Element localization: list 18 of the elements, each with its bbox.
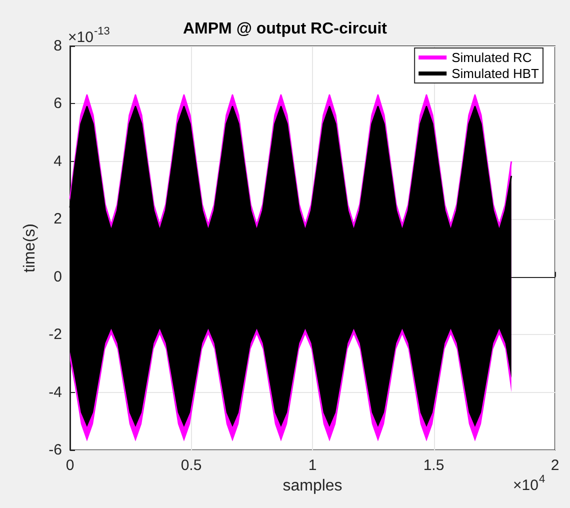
- x-tick-label: 1.5: [423, 457, 444, 474]
- x-tick-label: 2: [550, 457, 560, 474]
- chart-title: AMPM @ output RC-circuit: [182, 20, 388, 38]
- y-tick-label: 2: [54, 210, 62, 228]
- x-tick-label: 0.5: [180, 457, 202, 474]
- y-tick-label: -4: [48, 384, 62, 401]
- y-tick-label: -6: [48, 442, 62, 458]
- y-axis-title: time(s): [21, 224, 38, 272]
- y-tick-label: 8: [54, 38, 62, 54]
- legend-label: Simulated HBT: [452, 66, 540, 81]
- y-tick-label: 0: [54, 268, 62, 286]
- legend-label: Simulated RC: [452, 50, 532, 65]
- x-axis-title: samples: [282, 478, 342, 494]
- y-tick-label: 4: [54, 152, 62, 170]
- x-tick-label: 1: [308, 457, 317, 474]
- x-tick-label: 0: [66, 457, 74, 474]
- y-tick-label: -2: [48, 326, 62, 344]
- y-tick-label: 6: [54, 95, 62, 112]
